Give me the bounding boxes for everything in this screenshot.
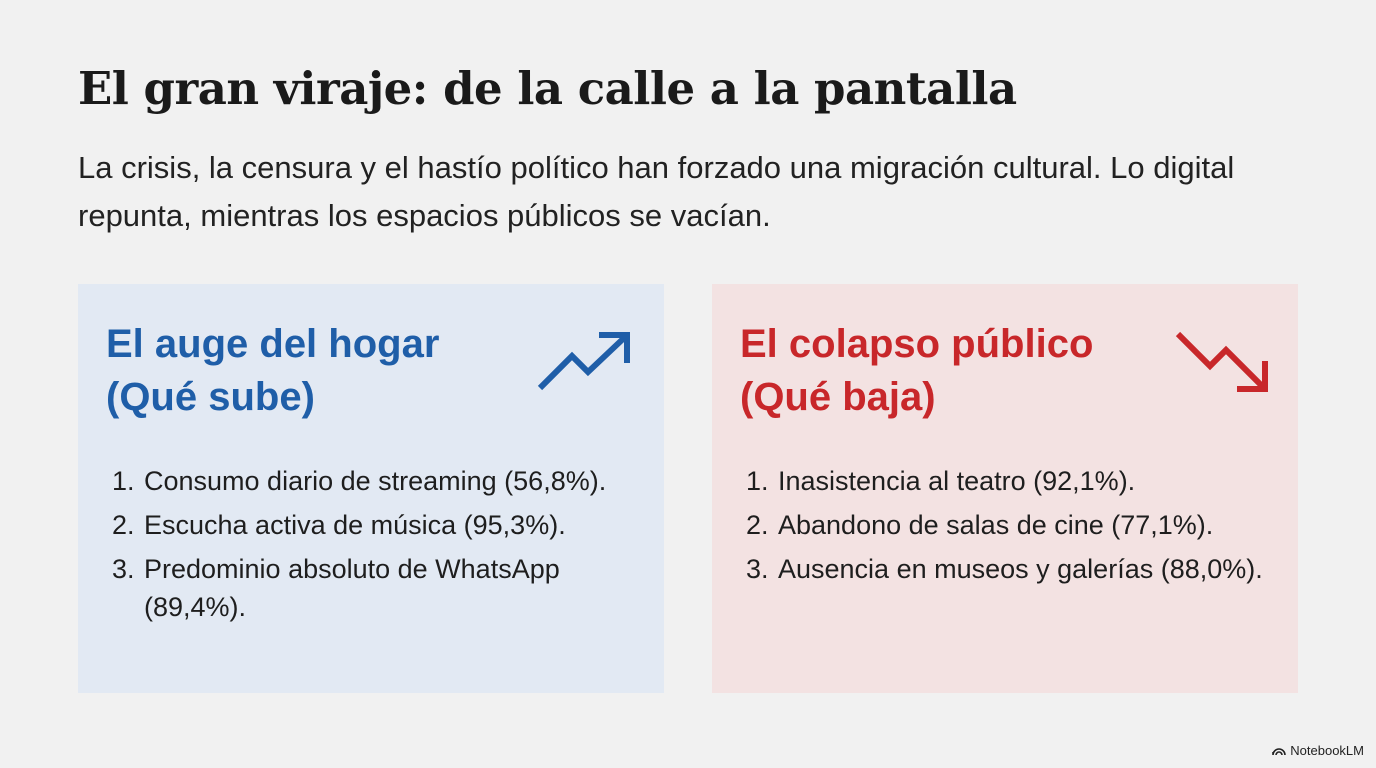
rising-heading: El auge del hogar (Qué sube) [106,318,636,424]
falling-heading-line2: (Qué baja) [740,375,936,419]
page-subtitle: La crisis, la censura y el hastío políti… [78,150,1235,233]
falling-heading-line1: El colapso público [740,322,1094,366]
brand-watermark: NotebookLM [1272,743,1364,758]
list-item: Escucha activa de música (95,3%). [142,506,636,544]
trending-up-icon [537,332,630,391]
falling-card: El colapso público (Qué baja) Inasistenc… [712,284,1298,693]
rising-card: El auge del hogar (Qué sube) Consumo dia… [78,284,664,693]
list-item: Abandono de salas de cine (77,1%). [776,506,1270,544]
rising-heading-line2: (Qué sube) [106,375,315,419]
falling-list: Inasistencia al teatro (92,1%). Abandono… [740,462,1270,588]
rising-list: Consumo diario de streaming (56,8%). Esc… [106,462,636,626]
trending-down-icon [1175,331,1268,392]
list-item: Inasistencia al teatro (92,1%). [776,462,1270,500]
list-item: Predominio absoluto de WhatsApp (89,4%). [142,550,636,626]
brand-name: NotebookLM [1290,743,1364,758]
falling-heading: El colapso público (Qué baja) [740,318,1270,424]
list-item: Consumo diario de streaming (56,8%). [142,462,636,500]
list-item: Ausencia en museos y galerías (88,0%). [776,550,1270,588]
rising-heading-line1: El auge del hogar [106,322,440,366]
page-title: El gran viraje: de la calle a la pantall… [78,62,1017,115]
notebooklm-logo-icon [1272,748,1287,756]
